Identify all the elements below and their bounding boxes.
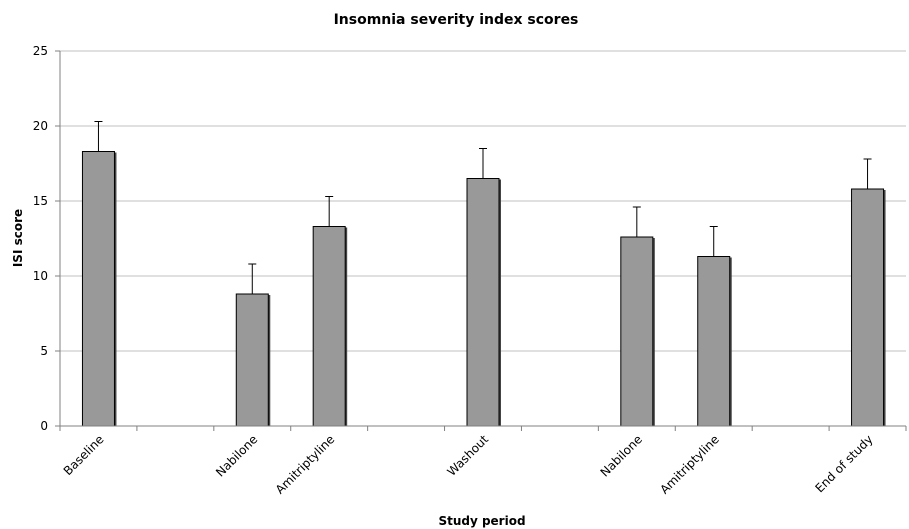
bars xyxy=(81,151,886,427)
y-tick-label: 25 xyxy=(33,44,48,58)
x-tick-label: Amitriptyline xyxy=(273,432,338,497)
y-tick-label: 5 xyxy=(40,344,48,358)
x-axis-tick-labels: Baseline Nabilone Amitriptyline Washout Nabi… xyxy=(61,432,876,497)
bar xyxy=(312,226,346,427)
y-tick-label: 20 xyxy=(33,119,48,133)
x-axis-label: Study period xyxy=(438,514,525,528)
axes xyxy=(59,51,907,431)
x-tick-label: Washout xyxy=(444,432,491,479)
x-tick-label: Amitriptyline xyxy=(657,432,722,497)
bar xyxy=(235,293,269,427)
bar xyxy=(697,256,731,427)
y-tick-label: 0 xyxy=(40,419,48,433)
bar xyxy=(851,188,885,427)
x-tick-label: Nabilone xyxy=(213,432,260,479)
bar xyxy=(620,236,654,427)
x-tick-label: End of study xyxy=(813,432,876,495)
y-axis-ticks: 0 5 10 15 20 25 xyxy=(33,44,60,433)
x-tick-label: Baseline xyxy=(61,432,107,478)
y-tick-label: 15 xyxy=(33,194,48,208)
y-axis-label: ISI score xyxy=(11,209,25,267)
bar xyxy=(466,178,500,427)
chart-title: Insomnia severity index scores xyxy=(334,12,579,28)
bar xyxy=(81,151,115,427)
y-tick-label: 10 xyxy=(33,269,48,283)
x-tick-label: Nabilone xyxy=(598,432,645,479)
error-bars xyxy=(94,121,872,294)
